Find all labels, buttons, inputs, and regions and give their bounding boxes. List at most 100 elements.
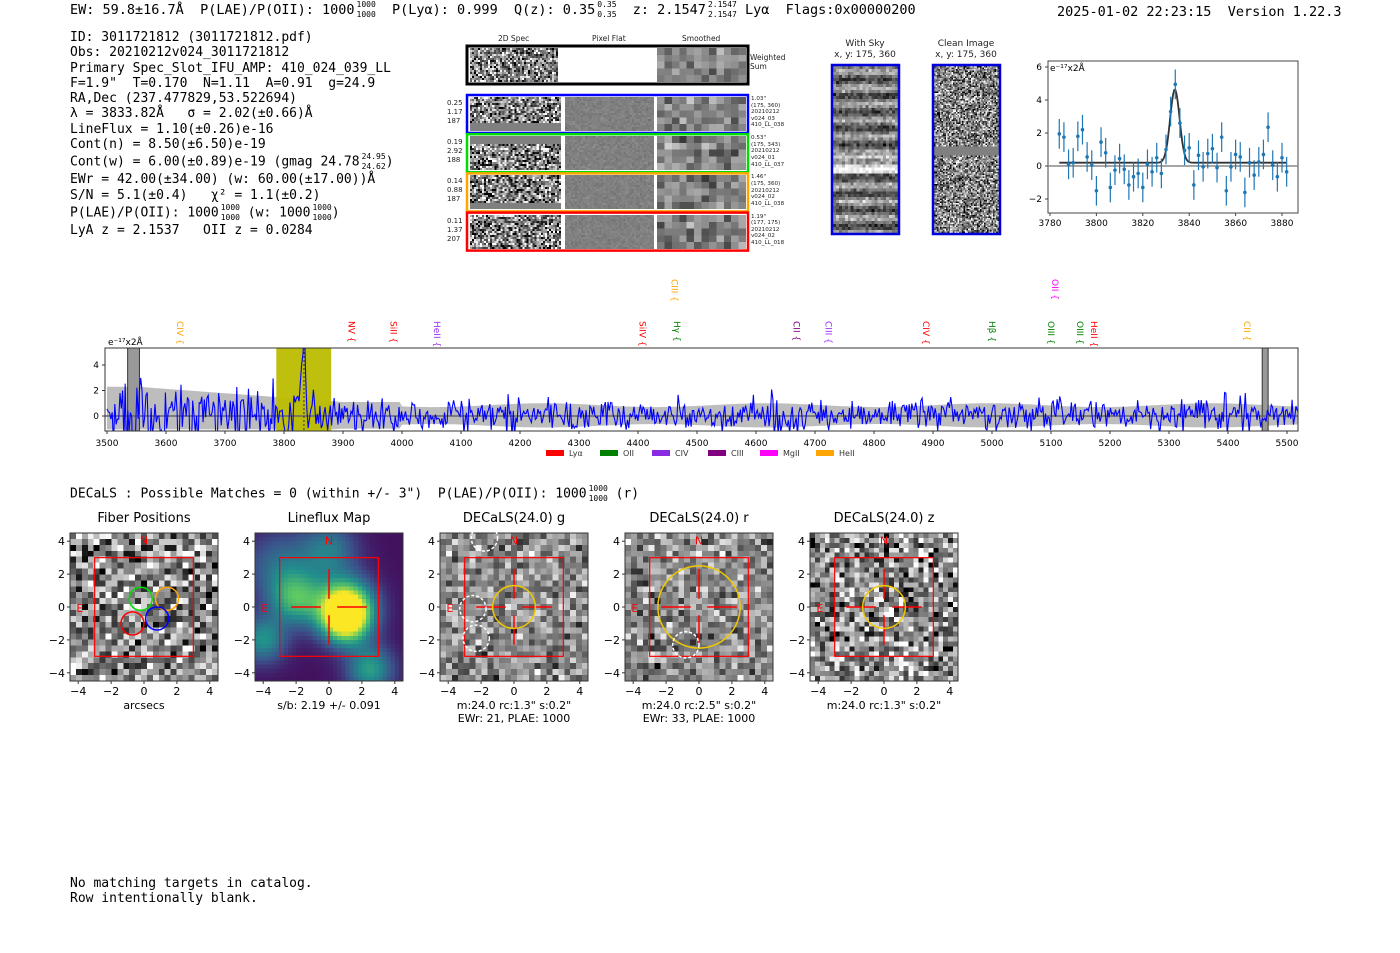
row-stat: 0.11	[447, 216, 463, 225]
x-tick-label: −4	[70, 685, 86, 698]
row-stat: 1.37	[447, 225, 463, 234]
y-tick-label: 0	[613, 601, 620, 614]
line-marker-label: CIV	[174, 321, 184, 337]
row-info: v024_02	[751, 233, 775, 240]
y-tick-label: −4	[789, 667, 805, 680]
line-marker-label: CIII	[669, 279, 679, 293]
line-id: Lyα	[744, 2, 770, 18]
data-point	[1131, 174, 1136, 179]
x-tick-label: 3880	[1271, 219, 1294, 229]
line-marker-bracket: {	[637, 338, 647, 347]
row-stat: 1.17	[447, 108, 463, 116]
plae-lo: 1000	[356, 10, 376, 19]
line-fit-plot	[1045, 60, 1299, 216]
footer-line-2: Row intentionally blank.	[70, 891, 258, 906]
fiber-circle	[144, 606, 170, 631]
data-point	[1201, 165, 1205, 169]
x-tick-label: 2	[913, 685, 920, 698]
data-point	[1187, 146, 1191, 150]
line-marker-label: Hβ	[986, 321, 996, 334]
row-info: 1.19"	[751, 213, 767, 220]
line-marker: Hγ {	[671, 321, 681, 342]
data-point	[1150, 169, 1154, 174]
x-tick-label: 5200	[1099, 439, 1122, 449]
qz-lo: 0.35	[597, 10, 617, 19]
x-tick-label: 4	[946, 685, 953, 698]
data-point	[1089, 163, 1094, 167]
line-marker-label: NV	[345, 321, 355, 335]
row-stat: 187	[447, 117, 461, 125]
panel-title: DECaLS(24.0) r	[649, 511, 749, 526]
y-tick-label: 2	[1036, 129, 1042, 139]
fit-plot-axes	[1047, 60, 1299, 214]
x-tick-label: −4	[810, 685, 826, 698]
data-point	[1252, 173, 1256, 177]
x-tick-label: 3800	[1085, 219, 1108, 229]
data-point	[1215, 165, 1219, 170]
y-tick-label: −4	[234, 667, 250, 680]
line-marker: OII {	[1049, 279, 1059, 300]
info-id: ID: 3011721812 (3011721812.pdf)	[70, 30, 313, 45]
plae-text: P(LAE)/P(OII): 1000	[70, 205, 219, 221]
x-tick-label: 2	[728, 685, 735, 698]
panel-title: DECaLS(24.0) g	[462, 511, 566, 526]
y-tick-label: −4	[419, 667, 435, 680]
y-tick-label: 0	[58, 601, 65, 614]
contw-text: Cont(w) = 6.00(±0.89)e-19 (gmag 24.78	[70, 154, 360, 170]
data-point	[1122, 167, 1127, 172]
x-tick-label: 4400	[627, 439, 650, 449]
search-box	[834, 557, 934, 657]
row-info: 1.03"	[751, 96, 767, 102]
data-point	[1178, 121, 1182, 125]
line-marker-bracket: {	[1049, 291, 1059, 300]
row-2-pixel-flat-image	[565, 175, 654, 210]
data-point	[1127, 183, 1131, 187]
y-tick-label: 4	[58, 535, 65, 548]
line-marker: OIII {	[1045, 321, 1055, 345]
data-point	[1243, 190, 1247, 195]
y-tick-label: 6	[1036, 63, 1042, 73]
contw-end: )	[385, 154, 394, 170]
panel-caption: m:24.0 rc:2.5" s:0.2"	[641, 699, 757, 712]
contw-range: 24.95 24.62	[362, 152, 386, 172]
row-0-right-info: 1.03" (175, 360) 20210212 v024_03 410_LL_038	[751, 96, 784, 129]
row-0-left-stats: 0.25 1.17 187	[447, 99, 463, 126]
x-tick-label: 4	[206, 685, 213, 698]
data-point	[1280, 155, 1284, 160]
panel-title: DECaLS(24.0) z	[833, 511, 935, 526]
y-tick-label: 0	[428, 601, 435, 614]
data-point	[1057, 132, 1062, 136]
info-lineflux: LineFlux = 1.10(±0.26)e-16	[70, 121, 274, 137]
info-radec: RA,Dec (237.477829,53.522694)	[70, 91, 297, 107]
timestamp-version: 2025-01-02 22:23:15 Version 1.22.3	[1057, 4, 1342, 20]
weighted-pixel-flat	[558, 48, 656, 82]
weighted-sum-label: Weighted Sum	[750, 53, 786, 71]
legend-swatch	[600, 450, 618, 456]
line-marker: CIII {	[823, 321, 833, 344]
data-point	[1164, 147, 1168, 152]
y-tick-label: 0	[243, 601, 250, 614]
fiber-circle	[154, 586, 180, 612]
y-tick-label: 2	[243, 568, 250, 581]
panel-frame	[809, 532, 959, 682]
timestamp: 2025-01-02 22:23:15	[1057, 4, 1212, 20]
x-tick-label: 4800	[863, 439, 886, 449]
with-sky-frame	[830, 63, 901, 236]
line-marker: CII {	[1241, 321, 1251, 341]
plae-hi: 1000	[220, 202, 240, 212]
panel-overlay-1	[252, 532, 404, 684]
y-tick-label: −2	[49, 634, 65, 647]
line-marker-bracket: {	[920, 336, 930, 345]
x-tick-label: 0	[326, 685, 333, 698]
y-tick-label: 2	[93, 387, 99, 397]
x-tick-label: −2	[473, 685, 489, 698]
line-marker: CIV {	[174, 321, 184, 345]
detection-info: ID: 3011721812 (3011721812.pdf) Obs: 2021…	[70, 30, 394, 238]
data-point	[1117, 156, 1122, 161]
decals-plae-lo: 1000	[588, 494, 608, 503]
row-3-2d-spec-image	[470, 214, 561, 249]
line-marker-label: SiII	[388, 321, 398, 335]
with-sky-label: With Sky	[845, 39, 885, 49]
footer-notes: No matching targets in catalog. Row inten…	[70, 876, 313, 906]
